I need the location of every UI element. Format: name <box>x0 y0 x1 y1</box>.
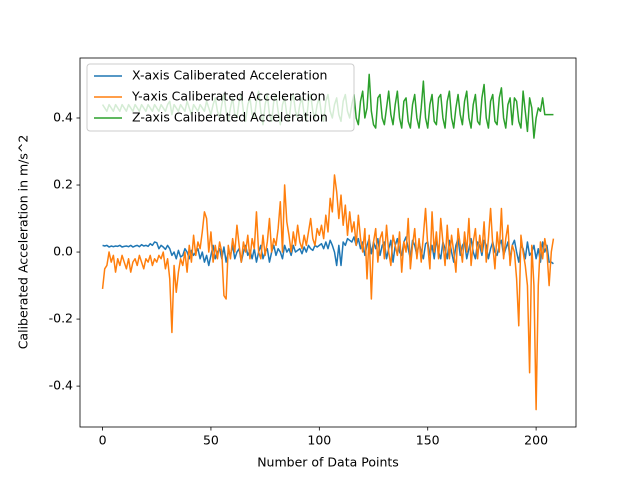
x-tick-label: 0 <box>99 433 107 448</box>
legend-label: X-axis Caliberated Acceleration <box>132 68 327 83</box>
y-tick-label: 0.2 <box>53 177 73 192</box>
plot-frame <box>79 57 577 428</box>
y-tick-label: 0.0 <box>53 244 73 259</box>
y-tick-label: 0.4 <box>53 109 73 124</box>
legend: X-axis Caliberated Acceleration Y-axis Ca… <box>86 63 355 132</box>
x-tick-label: 150 <box>416 433 440 448</box>
x-axis-label: Number of Data Points <box>257 455 399 470</box>
x-tick-label: 50 <box>203 433 219 448</box>
legend-label: Z-axis Caliberated Acceleration <box>132 110 328 125</box>
y-tick-label: -0.4 <box>49 378 73 393</box>
x-tick-label: 100 <box>307 433 331 448</box>
x-tick-label: 200 <box>524 433 548 448</box>
y-axis-label: Caliberated Acceleration in m/s^2 <box>16 135 31 350</box>
y-tick-label: -0.2 <box>49 311 73 326</box>
legend-box <box>86 63 355 132</box>
legend-label: Y-axis Caliberated Acceleration <box>131 89 326 104</box>
series-line <box>101 174 555 411</box>
